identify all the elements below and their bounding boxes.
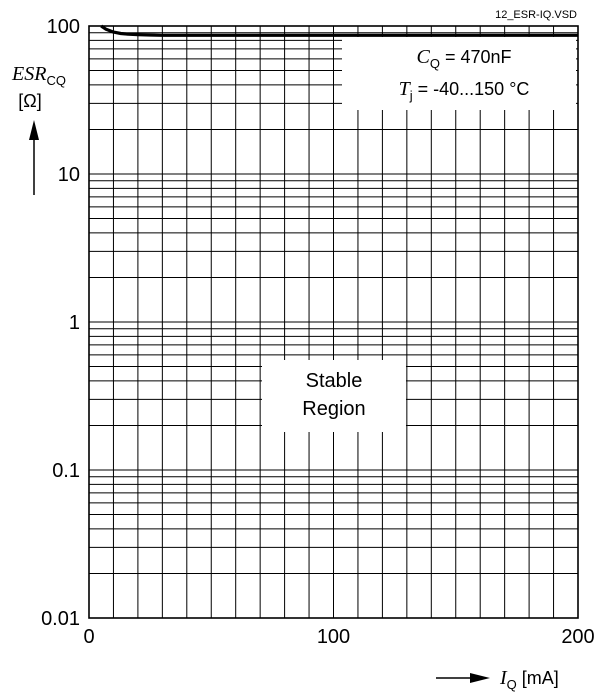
file-tag: 12_ESR-IQ.VSD — [495, 9, 577, 21]
x-tick-label: 0 — [83, 626, 94, 648]
y-tick-label: 0.1 — [52, 460, 80, 482]
annotation-box — [342, 37, 576, 110]
x-axis-arrow — [436, 673, 490, 683]
esr-curve — [100, 24, 578, 37]
y-tick-label: 1 — [69, 312, 80, 334]
grid-lines — [89, 26, 578, 618]
annotation-line-1: CQ = 470nF — [416, 46, 511, 71]
annotation-line-2: Tj = -40...150 °C — [399, 78, 530, 103]
series-layer — [100, 24, 578, 37]
y-tick-label: 100 — [47, 16, 80, 38]
y-axis-arrow — [29, 120, 39, 195]
region-label-box — [262, 360, 406, 432]
region-label-line-2: Region — [302, 398, 365, 420]
annotation-backgrounds — [262, 37, 576, 432]
plot-frame — [88, 25, 579, 619]
x-tick-label: 100 — [317, 626, 350, 648]
y-axis-unit: [Ω] — [18, 91, 41, 111]
region-label-line-1: Stable — [306, 370, 363, 392]
y-tick-label: 0.01 — [41, 608, 80, 630]
y-tick-label: 10 — [58, 164, 80, 186]
x-tick-label: 200 — [561, 626, 594, 648]
tick-labels: 0.01 0.1 1 10 100 0 100 200 — [41, 16, 595, 648]
y-axis-label: ESRCQ — [11, 63, 66, 88]
x-axis-label: IQ [mA] — [499, 667, 559, 692]
